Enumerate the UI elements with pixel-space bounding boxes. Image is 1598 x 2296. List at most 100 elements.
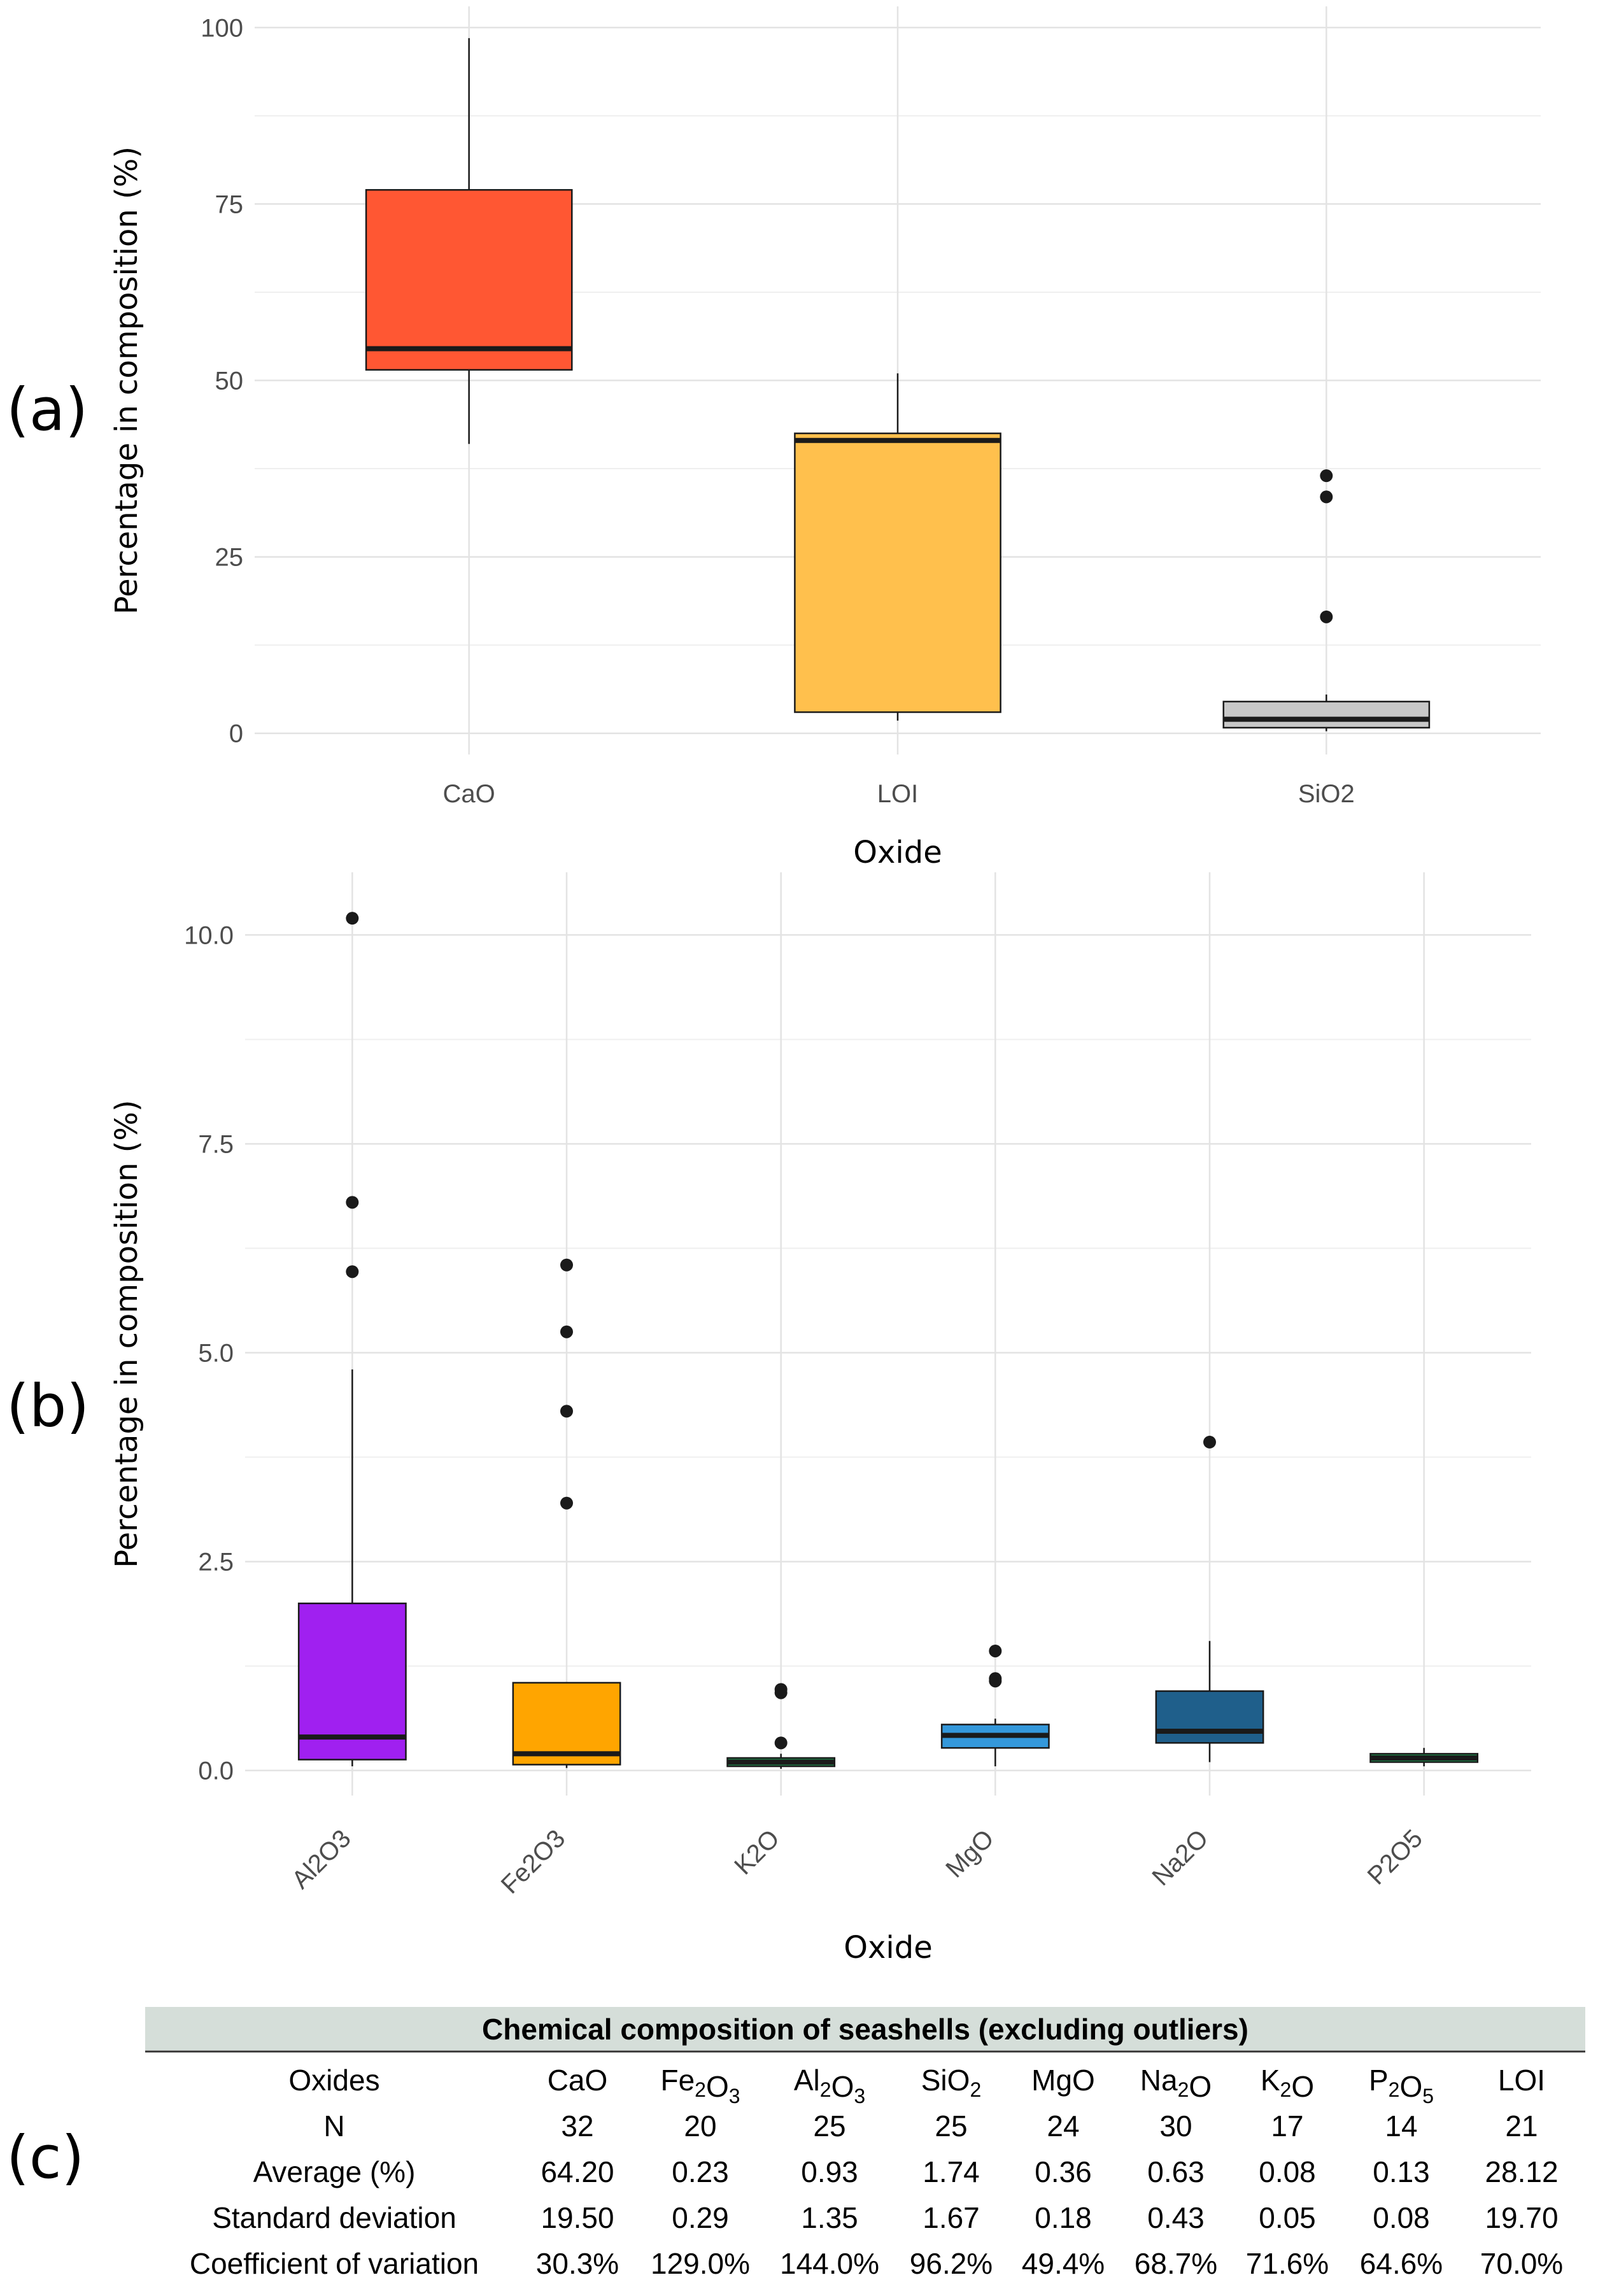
table-cell: 71.6%	[1246, 2247, 1329, 2280]
formula-part: O	[706, 2070, 729, 2103]
table-column-header: SiO2	[921, 2064, 981, 2101]
outlier-point	[346, 1265, 359, 1279]
table-cell: 0.23	[672, 2155, 729, 2188]
table-cell: 25	[813, 2109, 845, 2143]
table-column-header: Al2O3	[794, 2064, 865, 2108]
table-title-band	[145, 2007, 1585, 2050]
outlier-point	[1320, 469, 1333, 483]
table-column-header: Na2O	[1140, 2064, 1212, 2103]
formula-part: SiO	[921, 2064, 970, 2097]
table-cell: 0.08	[1259, 2155, 1316, 2188]
outlier-point	[1320, 490, 1333, 504]
table-cell: 68.7%	[1135, 2247, 1217, 2280]
formula-part: Na	[1140, 2064, 1178, 2097]
outlier-point	[774, 1683, 788, 1696]
table-cell: 0.93	[801, 2155, 858, 2188]
formula-part: Fe	[660, 2064, 695, 2097]
y-axis-title: Percentage in composition (%)	[109, 146, 145, 614]
table-cell: 24	[1047, 2109, 1079, 2143]
formula-part: P	[1369, 2064, 1389, 2097]
composition-table: Chemical composition of seashells (exclu…	[145, 2007, 1585, 2280]
table-column-header: K2O	[1261, 2064, 1314, 2103]
box-na2o	[1155, 1690, 1264, 1744]
y-tick-label: 5.0	[198, 1340, 234, 1368]
y-tick-label: 0.0	[198, 1757, 234, 1785]
outlier-point	[346, 912, 359, 925]
formula-part: O	[1399, 2070, 1422, 2103]
table-cell: 30	[1159, 2109, 1192, 2143]
y-tick-label: 25	[215, 544, 244, 572]
outlier-point	[989, 1672, 1002, 1685]
table-row-label: Coefficient of variation	[190, 2247, 479, 2280]
table-cell: 49.4%	[1022, 2247, 1105, 2280]
box-fe2o3	[512, 1682, 621, 1766]
y-tick-label: 50	[215, 367, 244, 395]
outlier-point	[560, 1496, 573, 1510]
panel-label-a: (a)	[6, 376, 88, 444]
outlier-point	[1203, 1435, 1216, 1449]
table-cell: 64.6%	[1360, 2247, 1443, 2280]
table-cell: 1.74	[923, 2155, 980, 2188]
outlier-point	[774, 1736, 788, 1750]
y-tick-label: 10.0	[184, 921, 234, 949]
formula-part: O	[1291, 2070, 1314, 2103]
outlier-point	[1320, 610, 1333, 623]
table-column-header: CaO	[548, 2064, 608, 2097]
table-cell: 129.0%	[651, 2247, 750, 2280]
formula-part: Al	[794, 2064, 820, 2097]
formula-subscript: 2	[1280, 2078, 1292, 2101]
formula-part: MgO	[1031, 2064, 1095, 2097]
table-cell: 0.29	[672, 2201, 729, 2234]
table-cell: 19.70	[1485, 2201, 1558, 2234]
outlier-point	[560, 1405, 573, 1418]
formula-part: LOI	[1498, 2064, 1545, 2097]
formula-subscript: 2	[970, 2078, 981, 2101]
formula-part: O	[1189, 2070, 1212, 2103]
x-tick-label: Fe2O3	[496, 1824, 571, 1899]
formula-subscript: 5	[1422, 2085, 1434, 2108]
x-tick-label: Al2O3	[286, 1824, 357, 1894]
x-tick-label: LOI	[877, 780, 918, 808]
table-cell: 96.2%	[910, 2247, 993, 2280]
table-cell: 20	[684, 2109, 716, 2143]
box-sio2	[1222, 700, 1431, 729]
x-tick-label: Na2O	[1147, 1824, 1213, 1891]
table-cell: 25	[935, 2109, 967, 2143]
outlier-point	[560, 1325, 573, 1338]
x-tick-label: K2O	[729, 1824, 785, 1880]
x-tick-label: CaO	[443, 780, 495, 808]
x-axis-title: Oxide	[844, 1930, 933, 1966]
x-tick-label: MgO	[940, 1824, 999, 1883]
table-row-label: Average (%)	[253, 2155, 416, 2188]
formula-subscript: 2	[1178, 2078, 1189, 2101]
table-cell: 0.13	[1373, 2155, 1430, 2188]
table-cell: 1.67	[923, 2201, 980, 2234]
formula-subscript: 2	[1389, 2078, 1400, 2101]
y-tick-label: 7.5	[198, 1130, 234, 1158]
table-cell: 0.36	[1035, 2155, 1092, 2188]
boxplot-panel-a: 0 25 50 75 100 CaO LOI SiO2 Oxide Percentage in c…	[109, 6, 1541, 870]
table-cell: 0.18	[1035, 2201, 1092, 2234]
y-tick-label: 75	[215, 190, 244, 218]
formula-part: CaO	[548, 2064, 608, 2097]
x-tick-label: P2O5	[1362, 1824, 1428, 1890]
x-tick-label: SiO2	[1298, 780, 1355, 808]
table-cell: 0.08	[1373, 2201, 1430, 2234]
table-cell: 32	[561, 2109, 593, 2143]
box-loi	[794, 432, 1001, 713]
x-axis-title: Oxide	[853, 835, 942, 870]
y-tick-label: 2.5	[198, 1548, 234, 1577]
formula-part: O	[831, 2070, 854, 2103]
panel-label-b: (b)	[6, 1372, 89, 1440]
table-cell: 28.12	[1485, 2155, 1558, 2188]
table-row-label: Standard deviation	[212, 2201, 456, 2234]
formula-part: K	[1261, 2064, 1280, 2097]
y-axis-title: Percentage in composition (%)	[109, 1100, 145, 1568]
outlier-point	[560, 1258, 573, 1272]
boxplot-panel-b: 0.0 2.5 5.0 7.5 10.0 Al2O3 Fe2O3 K2O MgO Na2O P2O5…	[109, 872, 1531, 1966]
box-al2o3	[297, 1602, 407, 1761]
outlier-point	[989, 1644, 1002, 1657]
y-tick-label: 100	[201, 14, 243, 42]
formula-subscript: 3	[854, 2085, 865, 2108]
